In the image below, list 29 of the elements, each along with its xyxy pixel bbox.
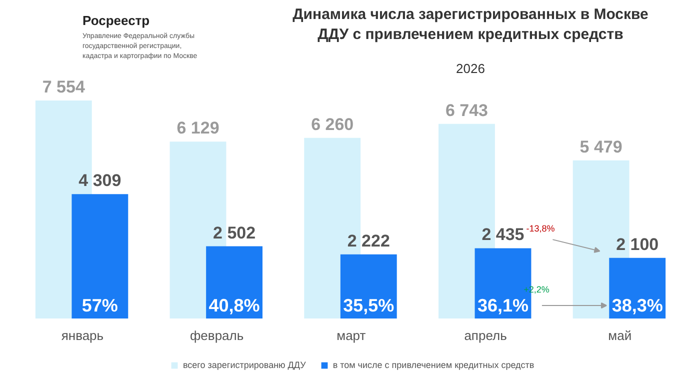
data-label: 2 222	[347, 231, 390, 250]
x-tick-label: апрель	[464, 328, 508, 343]
text: Росреестр	[82, 13, 150, 28]
bar	[340, 254, 397, 318]
annotation: 38,3%	[612, 296, 663, 316]
annotation: 36,1%	[477, 296, 529, 316]
data-label: 5 479	[580, 137, 622, 156]
data-label: 7 554	[42, 78, 86, 96]
x-tick-label: февраль	[190, 328, 244, 343]
annotation: 35,5%	[343, 296, 394, 316]
bar	[206, 246, 262, 318]
data-label: 4 309	[78, 171, 122, 190]
annotation: -13,8%	[526, 224, 555, 234]
chart-title: Динамика числа зарегистрированных в Москве ДДУ с привлечением кредитных средств	[292, 6, 648, 43]
data-label: 2 435	[482, 225, 524, 244]
annotation: 57%	[82, 296, 118, 316]
legend-label: в том числе с привлечением кредитных средств	[332, 360, 534, 370]
legend-label: всего зарегистрированю ДДУ	[183, 360, 306, 370]
data-label: 2 502	[213, 223, 256, 242]
data-label: 6 743	[445, 100, 488, 120]
data-label: 6 129	[176, 118, 220, 138]
bar	[72, 194, 128, 318]
chart-subtitle: 2026	[456, 61, 485, 76]
x-tick-label: январь	[61, 328, 104, 343]
x-tick-label: март	[336, 328, 366, 343]
data-label: 2 100	[616, 234, 659, 254]
annotation: 40,8%	[208, 296, 260, 316]
data-label: 6 260	[311, 114, 354, 134]
x-tick-label: май	[608, 328, 632, 343]
